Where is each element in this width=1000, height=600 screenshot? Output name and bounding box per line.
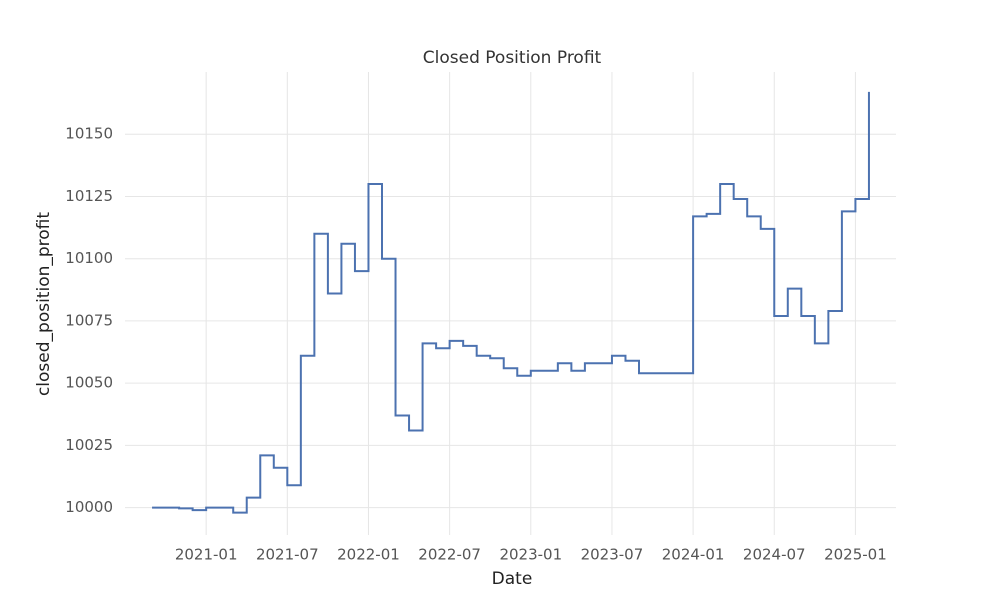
y-tick-label: 10075 bbox=[65, 311, 113, 329]
y-tick-label: 10100 bbox=[65, 249, 113, 267]
x-tick-label: 2023-01 bbox=[499, 546, 562, 564]
x-tick-label: 2021-07 bbox=[256, 546, 319, 564]
x-tick-label: 2023-07 bbox=[581, 546, 644, 564]
y-tick-label: 10125 bbox=[65, 187, 113, 205]
chart-title: Closed Position Profit bbox=[423, 48, 602, 68]
x-axis-label: Date bbox=[492, 569, 533, 589]
x-tick-label: 2024-07 bbox=[743, 546, 806, 564]
data-line bbox=[152, 91, 870, 514]
x-tick-label: 2025-01 bbox=[824, 546, 887, 564]
x-tick-label: 2021-01 bbox=[175, 546, 238, 564]
y-tick-label: 10150 bbox=[65, 125, 113, 143]
y-tick-label: 10050 bbox=[65, 374, 113, 392]
y-axis-label: closed_position_profit bbox=[34, 212, 54, 396]
x-tick-label: 2022-07 bbox=[418, 546, 481, 564]
y-tick-label: 10025 bbox=[65, 436, 113, 454]
x-tick-label: 2024-01 bbox=[662, 546, 725, 564]
y-tick-label: 10000 bbox=[65, 498, 113, 516]
x-tick-label: 2022-01 bbox=[337, 546, 400, 564]
